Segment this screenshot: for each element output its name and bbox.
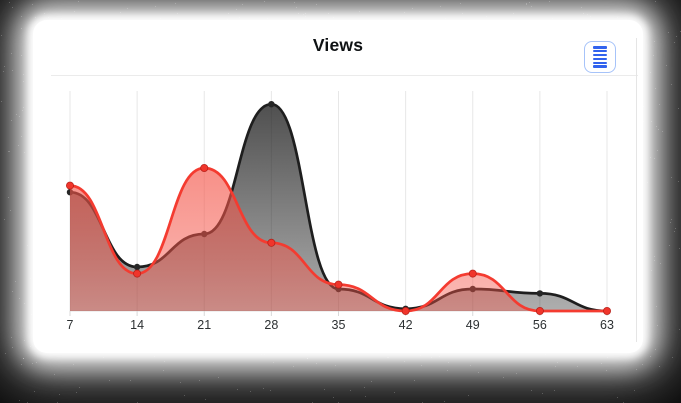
x-axis-label: 7 xyxy=(67,318,74,332)
data-point-marker[interactable] xyxy=(66,181,75,190)
views-area-chart: 7 14 21 28 35 42 49 56 63 xyxy=(66,91,614,332)
chart-title: Views xyxy=(312,35,364,55)
data-point-marker[interactable] xyxy=(133,269,142,278)
x-axis-label: 56 xyxy=(533,318,547,332)
data-point-marker[interactable] xyxy=(133,263,141,271)
chart-card: Views 7 14 21 28 35 42 49 56 63 xyxy=(33,20,643,353)
x-axis xyxy=(69,310,608,316)
data-point-marker[interactable] xyxy=(200,164,209,173)
data-point-marker[interactable] xyxy=(468,269,477,278)
x-axis-label: 49 xyxy=(466,318,480,332)
x-axis-label: 42 xyxy=(399,318,413,332)
x-axis-labels: 7 14 21 28 35 42 49 56 63 xyxy=(67,318,614,332)
data-point-marker[interactable] xyxy=(268,101,275,108)
data-point-marker[interactable] xyxy=(334,280,343,289)
data-point-marker[interactable] xyxy=(401,306,410,315)
data-point-marker[interactable] xyxy=(536,290,544,297)
series-2-group xyxy=(66,164,612,315)
card-right-divider xyxy=(636,38,637,342)
header-divider xyxy=(51,75,638,76)
x-axis-label: 14 xyxy=(130,318,144,332)
data-point-marker[interactable] xyxy=(535,306,544,315)
x-axis-label: 35 xyxy=(332,318,346,332)
series-2-markers xyxy=(66,164,612,315)
x-axis-label: 28 xyxy=(264,318,278,332)
x-axis-label: 63 xyxy=(600,318,614,332)
data-point-marker[interactable] xyxy=(267,238,276,247)
x-axis-label: 21 xyxy=(197,318,211,332)
series-2-line xyxy=(68,166,609,313)
data-point-marker[interactable] xyxy=(603,306,612,315)
toolbar-menu-button[interactable] xyxy=(584,41,616,73)
chart-area: 7 14 21 28 35 42 49 56 63 xyxy=(33,76,643,353)
chart-card-header: Views xyxy=(33,20,643,76)
